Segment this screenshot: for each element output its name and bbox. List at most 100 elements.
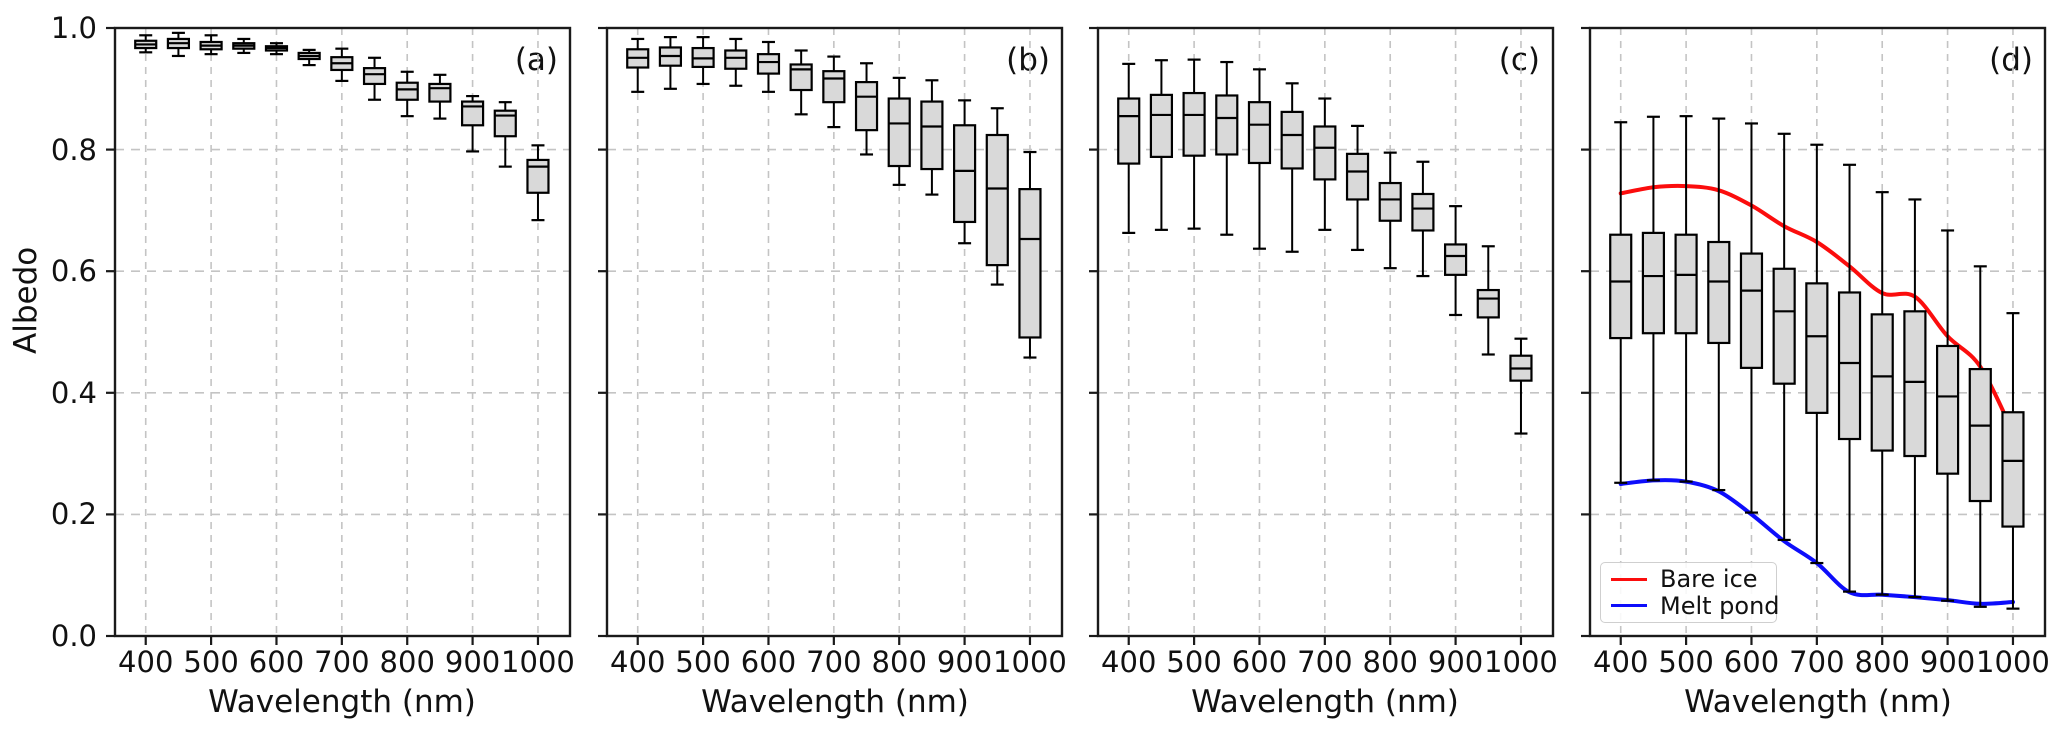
boxplot-700nm bbox=[1805, 143, 1829, 565]
x-tick-label-c-400: 400 bbox=[1101, 645, 1157, 679]
panel-label-c: (c) bbox=[1498, 42, 1540, 78]
y-tick-label-0.8: 0.8 bbox=[50, 132, 97, 167]
boxplot-400nm bbox=[626, 37, 650, 93]
boxplot-950nm bbox=[1476, 245, 1500, 356]
boxplot-550nm bbox=[724, 37, 748, 87]
boxplot-900nm bbox=[1443, 205, 1468, 317]
boxplot-600nm bbox=[1247, 68, 1272, 250]
y-tick-label-1.0: 1.0 bbox=[50, 11, 97, 45]
x-tick-label-d-700: 700 bbox=[1789, 645, 1845, 679]
panel-a-plot bbox=[106, 26, 572, 645]
boxplot-400nm bbox=[134, 34, 158, 54]
panel-label-a: (a) bbox=[514, 42, 558, 78]
boxplot-550nm bbox=[232, 37, 256, 55]
boxplot-750nm bbox=[854, 62, 879, 156]
x-tick-label-a-1000: 1000 bbox=[501, 645, 575, 679]
boxplot-1000nm bbox=[526, 144, 550, 222]
melt-pond-line-icon bbox=[1611, 604, 1647, 608]
boxplot-450nm bbox=[1641, 115, 1666, 482]
boxplot-500nm bbox=[1182, 58, 1206, 230]
boxplot-1000nm bbox=[2001, 312, 2025, 610]
x-tick-label-b-1000: 1000 bbox=[993, 645, 1067, 679]
boxplot-450nm bbox=[166, 31, 191, 58]
boxplot-450nm bbox=[1149, 59, 1174, 231]
legend-label-melt-pond: Melt pond bbox=[1660, 591, 1780, 620]
x-tick-label-b-400: 400 bbox=[610, 645, 666, 679]
boxplot-750nm bbox=[1345, 124, 1370, 252]
boxplot-850nm bbox=[1903, 198, 1927, 599]
panel-label-b: (b) bbox=[1006, 42, 1050, 78]
boxplot-750nm bbox=[1837, 163, 1862, 593]
y-tick-label-0.6: 0.6 bbox=[50, 254, 97, 289]
x-tick-label-b-700: 700 bbox=[806, 645, 862, 679]
boxplot-450nm bbox=[658, 36, 683, 90]
boxplot-500nm bbox=[1674, 115, 1698, 483]
x-tick-label-a-600: 600 bbox=[248, 645, 305, 679]
boxplot-1000nm bbox=[1018, 150, 1042, 359]
panel-d-plot bbox=[1581, 26, 2047, 645]
boxplot-400nm bbox=[1117, 62, 1141, 234]
boxplot-750nm bbox=[362, 56, 387, 101]
x-tick-label-d-800: 800 bbox=[1854, 645, 1910, 679]
boxplot-650nm bbox=[1772, 132, 1796, 542]
boxplot-900nm bbox=[460, 94, 485, 153]
y-tick-label-0.0: 0.0 bbox=[50, 619, 97, 653]
bare-ice-line-icon bbox=[1611, 577, 1647, 581]
boxplot-950nm bbox=[493, 101, 517, 168]
x-tick-label-a-400: 400 bbox=[118, 645, 174, 679]
legend: Bare ice Melt pond bbox=[1600, 562, 1780, 623]
x-tick-label-a-900: 900 bbox=[444, 645, 501, 679]
boxplot-700nm bbox=[330, 47, 354, 82]
panel-c-plot bbox=[1089, 26, 1555, 645]
x-tick-label-a-500: 500 bbox=[183, 645, 239, 679]
x-tick-label-b-500: 500 bbox=[675, 645, 731, 679]
x-tick-label-b-800: 800 bbox=[871, 645, 927, 679]
y-tick-label-0.4: 0.4 bbox=[50, 375, 97, 410]
boxplot-600nm bbox=[264, 42, 289, 56]
boxplot-800nm bbox=[1870, 191, 1894, 596]
x-tick-label-a-800: 800 bbox=[379, 645, 435, 679]
x-axis-label-panel-a: Wavelength (nm) bbox=[208, 684, 476, 720]
boxplot-800nm bbox=[395, 70, 419, 118]
x-tick-label-b-600: 600 bbox=[740, 645, 797, 679]
y-tick-label-0.2: 0.2 bbox=[50, 497, 97, 532]
x-tick-label-d-500: 500 bbox=[1658, 645, 1714, 679]
x-axis-label-panel-b: Wavelength (nm) bbox=[701, 684, 969, 720]
boxplot-700nm bbox=[1313, 97, 1337, 231]
x-tick-label-d-900: 900 bbox=[1919, 645, 1976, 679]
x-tick-label-c-1000: 1000 bbox=[1484, 645, 1558, 679]
boxplot-800nm bbox=[1378, 151, 1402, 270]
panel-b-plot bbox=[598, 26, 1064, 645]
legend-item-bare-ice: Bare ice bbox=[1611, 566, 1766, 592]
boxplot-650nm bbox=[1280, 82, 1304, 253]
x-tick-label-c-600: 600 bbox=[1231, 645, 1288, 679]
boxplot-650nm bbox=[789, 49, 813, 116]
boxplot-900nm bbox=[952, 99, 977, 245]
boxplot-900nm bbox=[1935, 229, 1960, 602]
x-tick-label-c-900: 900 bbox=[1427, 645, 1484, 679]
boxplot-550nm bbox=[1215, 60, 1239, 236]
legend-item-melt-pond: Melt pond bbox=[1611, 593, 1780, 619]
x-tick-label-c-700: 700 bbox=[1297, 645, 1353, 679]
boxplot-500nm bbox=[691, 36, 715, 86]
x-tick-label-d-600: 600 bbox=[1723, 645, 1780, 679]
boxplot-800nm bbox=[887, 76, 911, 186]
panel-label-d: (d) bbox=[1989, 42, 2033, 78]
boxplot-600nm bbox=[756, 40, 781, 93]
x-tick-label-c-800: 800 bbox=[1362, 645, 1418, 679]
legend-label-bare-ice: Bare ice bbox=[1660, 565, 1758, 594]
y-axis-label: Albedo bbox=[8, 246, 44, 354]
x-tick-label-b-900: 900 bbox=[936, 645, 993, 679]
boxplot-500nm bbox=[199, 34, 223, 56]
boxplot-400nm bbox=[1609, 121, 1633, 484]
boxplot-850nm bbox=[1411, 160, 1435, 278]
boxplot-650nm bbox=[297, 48, 321, 67]
x-tick-label-a-700: 700 bbox=[314, 645, 370, 679]
boxplot-850nm bbox=[428, 73, 452, 120]
boxplot-950nm bbox=[1968, 265, 1992, 608]
x-axis-label-panel-c: Wavelength (nm) bbox=[1191, 684, 1459, 720]
boxplot-950nm bbox=[985, 107, 1009, 286]
boxplot-600nm bbox=[1739, 122, 1764, 514]
x-axis-label-panel-d: Wavelength (nm) bbox=[1684, 684, 1952, 720]
